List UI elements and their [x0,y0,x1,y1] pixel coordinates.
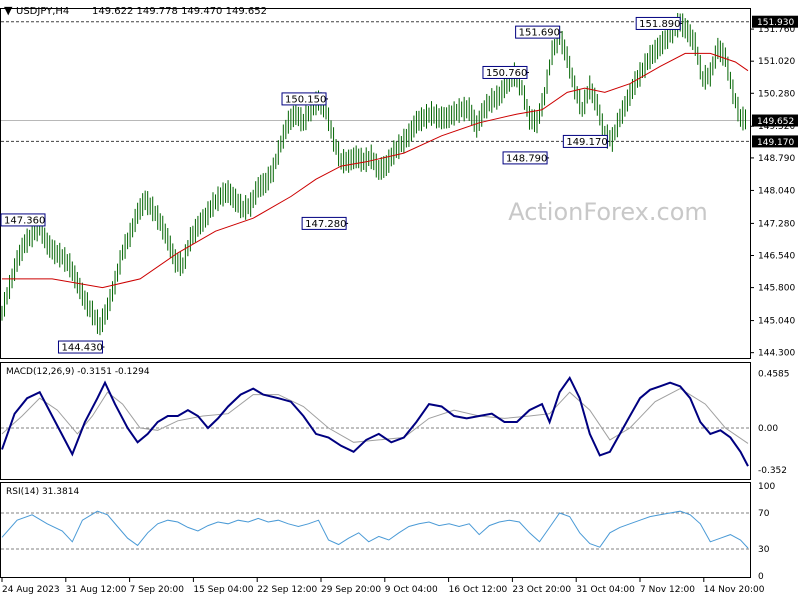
macd-tick-label: 0.4585 [758,369,790,379]
moving-average-line [2,52,749,289]
annotation-box [635,16,681,30]
current-price-label-bg [752,114,798,127]
x-tick-label: 14 Nov 20:00 [704,585,765,595]
annotation-label: 151.690 [519,28,560,39]
price-tick-label: 149.520 [758,122,795,132]
macd-tick-label: -0.352 [758,466,787,476]
annotation-box [502,151,548,165]
price-tick-label: 146.540 [758,252,795,262]
current-price-label: 149.652 [757,117,794,127]
price-panel-frame [0,8,751,359]
rsi-tick-label: 30 [758,545,770,555]
watermark: ActionForex.com [508,198,708,226]
x-tick-label: 29 Sep 20:00 [321,585,381,595]
annotation-box [482,65,528,79]
price-tick-label: 147.280 [758,219,795,229]
macd-series-layer [1,375,750,467]
chart-symbol: USDJPY,H4 [16,6,69,17]
x-tick-label: 7 Nov 12:00 [640,585,695,595]
price-tick-label: 145.800 [758,284,795,294]
price-annotations: 147.360 144.430 150.150 147.280 150.760 151.6… [0,16,683,354]
resistance-level-label-bg [752,15,798,28]
annotation-label: 148.790 [506,153,547,164]
triangle-down-icon: ▼ [4,4,13,17]
annotation-label: 150.760 [486,68,527,79]
price-series-layer [1,12,750,336]
annotation-label: 144.430 [61,343,102,354]
price-tick-label: 148.790 [758,154,795,164]
annotation-box [0,213,46,227]
annotation-box [57,340,103,354]
rsi-series-layer [1,510,750,550]
x-tick-label: 31 Aug 12:00 [66,585,127,595]
x-tick-label: 22 Sep 12:00 [257,585,317,595]
support-level-label: 149.170 [757,138,794,148]
macd-signal-line [1,388,749,444]
macd-line [1,375,749,467]
annotation-label: 150.150 [285,94,326,105]
price-tick-label: 144.300 [758,349,795,359]
rsi-tick-label: 70 [758,509,770,519]
macd-panel-frame [0,362,751,480]
x-tick-label: 23 Oct 20:00 [512,585,571,595]
annotation-box [281,92,327,106]
chart-ohlc: 149.622 149.778 149.470 149.652 [92,6,267,17]
price-tick-label: 151.760 [758,25,795,35]
x-tick-label: 15 Sep 04:00 [193,585,253,595]
annotation-label: 147.280 [305,219,346,230]
price-tick-label: 148.040 [758,186,795,196]
resistance-level-label: 151.930 [757,18,794,28]
x-tick-label: 7 Sep 20:00 [130,585,185,595]
price-tick-label: 151.020 [758,57,795,67]
rsi-panel-frame [0,482,751,578]
annotation-box [301,216,347,230]
price-tick-label: 150.280 [758,89,795,99]
rsi-line [1,510,749,549]
macd-label: MACD(12,26,9) -0.3151 -0.1294 [6,367,150,377]
annotation-label: 147.360 [4,215,45,226]
annotation-box [515,25,561,39]
x-tick-label: 9 Oct 04:00 [385,585,438,595]
support-level-label-bg [752,135,798,148]
price-axis: 151.760 151.020 150.280 149.520 148.790 148.0… [750,15,798,359]
x-axis: 24 Aug 2023 31 Aug 12:00 7 Sep 20:00 15 Sep… [1,578,765,595]
rsi-tick-label: 100 [758,482,775,492]
x-tick-label: 16 Oct 12:00 [449,585,508,595]
annotation-box [562,134,608,148]
price-tick-label: 145.040 [758,317,795,327]
rsi-axis: 100 70 30 0 [758,482,775,582]
annotation-label: 151.890 [639,19,680,30]
annotation-label: 149.170 [566,137,607,148]
rsi-tick-label: 0 [758,572,764,582]
rsi-label: RSI(14) 31.3814 [6,487,79,497]
macd-tick-label: 0.00 [758,424,778,434]
x-tick-label: 24 Aug 2023 [2,585,60,595]
macd-axis: 0.4585 0.00 -0.352 [758,369,790,476]
x-tick-label: 31 Oct 04:00 [576,585,635,595]
